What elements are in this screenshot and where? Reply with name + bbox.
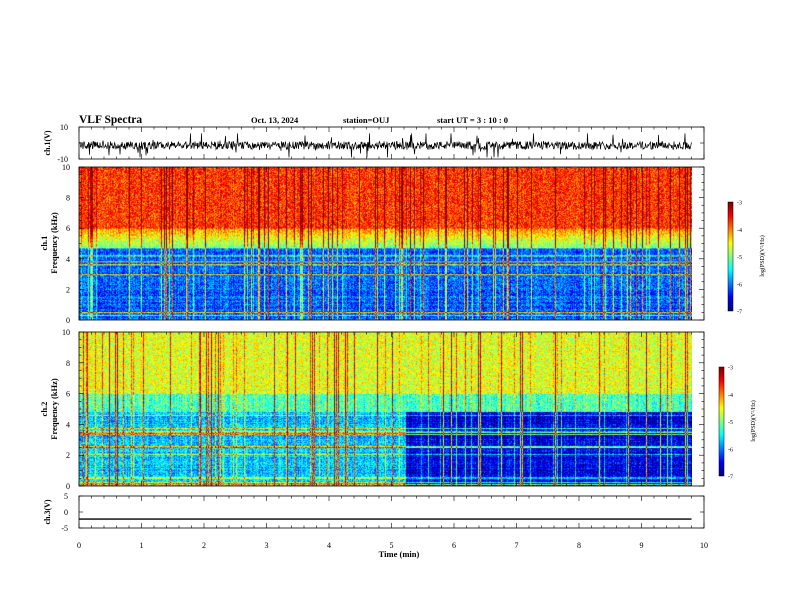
ch3-waveform-ylabel: ch.3(V) bbox=[43, 499, 52, 524]
frequency-tick-label: 10 bbox=[62, 328, 70, 337]
frequency-tick-label: 4 bbox=[66, 420, 70, 429]
colorbar-tick-label: -4 bbox=[728, 393, 733, 399]
ch1-waveform-ytick-bottom: -10 bbox=[57, 155, 68, 164]
colorbar-tick-label: -7 bbox=[728, 475, 733, 481]
ch1-spectrogram-yticklabels: 0 2 4 6 8 10 bbox=[62, 163, 70, 325]
ch2-colorbar bbox=[719, 367, 724, 476]
ch2-spectrogram-yticklabels: 0 2 4 6 8 10 bbox=[62, 328, 70, 491]
ch3-waveform-yticklabels: 5 0 -5 bbox=[61, 492, 68, 533]
ch2-spectrogram-ylabel-frequency: Frequency (kHz) bbox=[49, 378, 59, 440]
start-time-label: start UT = 3 : 10 : 0 bbox=[437, 115, 508, 125]
ch1-waveform-trace bbox=[79, 133, 692, 158]
ch1-spectrogram-ylabel-channel: ch.1 bbox=[39, 236, 49, 251]
colorbar-tick-label: -7 bbox=[737, 310, 742, 316]
time-tick-label: 8 bbox=[577, 541, 581, 550]
ch3-tick-label: 5 bbox=[64, 492, 68, 501]
time-tick-label: 3 bbox=[265, 541, 269, 550]
ch3-tick-label: -5 bbox=[61, 524, 68, 533]
ch3-tick-label: 0 bbox=[64, 508, 68, 517]
station-label: station=OUJ bbox=[343, 115, 390, 125]
frequency-tick-label: 0 bbox=[66, 316, 70, 325]
ch2-spectrogram-ylabel-channel: ch.2 bbox=[39, 402, 49, 417]
frequency-tick-label: 2 bbox=[66, 285, 70, 294]
ch1-spectrogram-image bbox=[79, 167, 692, 320]
colorbar-tick-label: -4 bbox=[737, 228, 742, 234]
time-axis-ticklabels: 0 1 2 3 4 5 6 7 8 9 10 bbox=[77, 541, 708, 550]
ch1-spectrogram-ylabel-frequency: Frequency (kHz) bbox=[49, 212, 59, 274]
frequency-tick-label: 6 bbox=[66, 390, 70, 399]
time-tick-label: 4 bbox=[327, 541, 331, 550]
ch1-waveform-ticks bbox=[78, 126, 705, 160]
ch2-spectrogram-ticks bbox=[78, 331, 705, 487]
colorbar-tick-label: -6 bbox=[737, 282, 742, 288]
colorbar-tick-label: -3 bbox=[728, 366, 733, 372]
colorbar-tick-label: -3 bbox=[737, 201, 742, 207]
ch1-colorbar-label: log(PSD)(V²/Hz) bbox=[759, 235, 766, 276]
frequency-tick-label: 0 bbox=[66, 482, 70, 491]
frequency-tick-label: 4 bbox=[66, 255, 70, 264]
frequency-tick-label: 2 bbox=[66, 451, 70, 460]
frequency-tick-label: 8 bbox=[66, 194, 70, 203]
time-tick-label: 10 bbox=[700, 541, 708, 550]
date-label: Oct. 13, 2024 bbox=[251, 115, 299, 125]
ch2-spectrogram-image bbox=[79, 332, 692, 486]
colorbar-tick-label: -6 bbox=[728, 447, 733, 453]
colorbar-tick-label: -5 bbox=[728, 420, 733, 426]
time-tick-label: 5 bbox=[390, 541, 394, 550]
time-tick-label: 1 bbox=[140, 541, 144, 550]
ch1-waveform-ylabel: ch.1(V) bbox=[43, 130, 52, 155]
ch2-colorbar-ticklabels: -3 -4 -5 -6 -7 bbox=[728, 366, 733, 481]
time-axis-label: Time (min) bbox=[379, 549, 420, 559]
ch1-waveform-panel: 10 -10 ch.1(V) bbox=[43, 123, 705, 164]
figure-title: VLF Spectra bbox=[79, 114, 142, 126]
frequency-tick-label: 10 bbox=[62, 163, 70, 172]
frequency-tick-label: 8 bbox=[66, 359, 70, 368]
ch2-colorbar-label: log(PSD)(V²/Hz) bbox=[750, 400, 757, 441]
ch1-colorbar bbox=[728, 202, 733, 311]
ch1-waveform-ytick-top: 10 bbox=[60, 123, 68, 132]
ch3-waveform-ticks bbox=[78, 495, 705, 529]
colorbar-tick-label: -5 bbox=[737, 255, 742, 261]
ch1-colorbar-ticklabels: -3 -4 -5 -6 -7 bbox=[737, 201, 742, 316]
ch1-colorbar-frame bbox=[727, 201, 734, 312]
frequency-tick-label: 6 bbox=[66, 224, 70, 233]
time-tick-label: 2 bbox=[202, 541, 206, 550]
time-tick-label: 6 bbox=[452, 541, 456, 550]
ch3-waveform-panel: 5 0 -5 ch.3(V) 0 1 2 3 4 5 6 7 8 9 10 Time (min) bbox=[43, 492, 708, 559]
time-tick-label: 7 bbox=[515, 541, 519, 550]
time-tick-label: 0 bbox=[77, 541, 81, 550]
ch1-spectrogram-ticks bbox=[78, 166, 705, 321]
ch2-colorbar-frame bbox=[718, 366, 725, 477]
time-tick-label: 9 bbox=[640, 541, 644, 550]
